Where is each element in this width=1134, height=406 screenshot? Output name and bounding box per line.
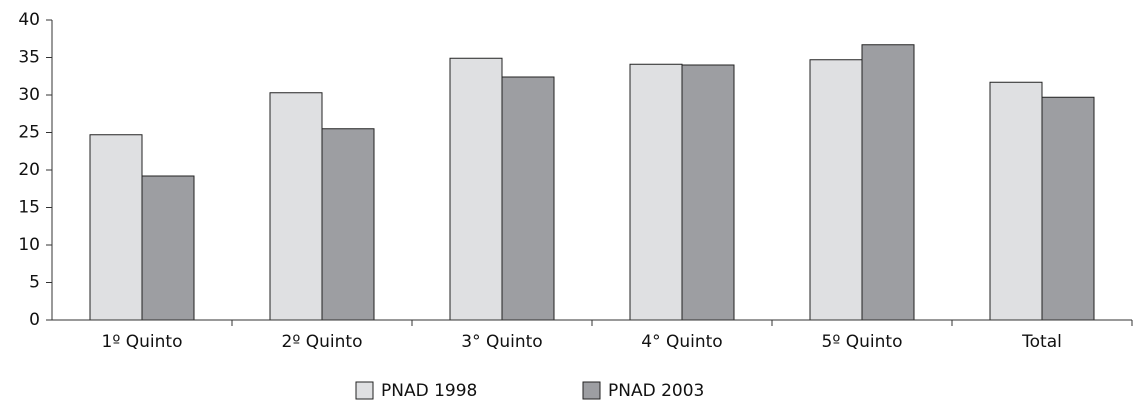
x-tick-label: 2º Quinto — [282, 332, 363, 352]
bar — [321, 128, 375, 321]
y-tick-label: 0 — [29, 310, 40, 330]
y-tick-label: 40 — [18, 10, 40, 30]
bar — [449, 57, 503, 321]
bar — [141, 175, 195, 321]
legend-swatch — [355, 381, 374, 400]
legend-swatch — [582, 381, 601, 400]
bar — [1041, 96, 1095, 321]
x-tick-label: 4° Quinto — [641, 332, 722, 352]
y-tick-label: 15 — [18, 198, 40, 218]
x-tick-label: 3° Quinto — [461, 332, 542, 352]
y-tick-label: 20 — [18, 160, 40, 180]
y-tick-label: 5 — [29, 273, 40, 293]
bar — [861, 44, 915, 321]
bar — [501, 76, 555, 321]
legend-label: PNAD 1998 — [381, 381, 477, 401]
bar — [629, 63, 683, 321]
bar — [809, 59, 863, 321]
x-tick-label: 5º Quinto — [822, 332, 903, 352]
bar — [989, 81, 1043, 321]
y-tick-label: 10 — [18, 235, 40, 255]
legend-label: PNAD 2003 — [608, 381, 704, 401]
x-tick-label: 1º Quinto — [102, 332, 183, 352]
y-tick-label: 35 — [18, 48, 40, 68]
bar — [681, 64, 735, 321]
bar — [269, 92, 323, 321]
x-tick-label: Total — [1021, 332, 1062, 352]
y-tick-label: 30 — [18, 85, 40, 105]
bar — [89, 134, 143, 321]
y-tick-label: 25 — [18, 123, 40, 143]
